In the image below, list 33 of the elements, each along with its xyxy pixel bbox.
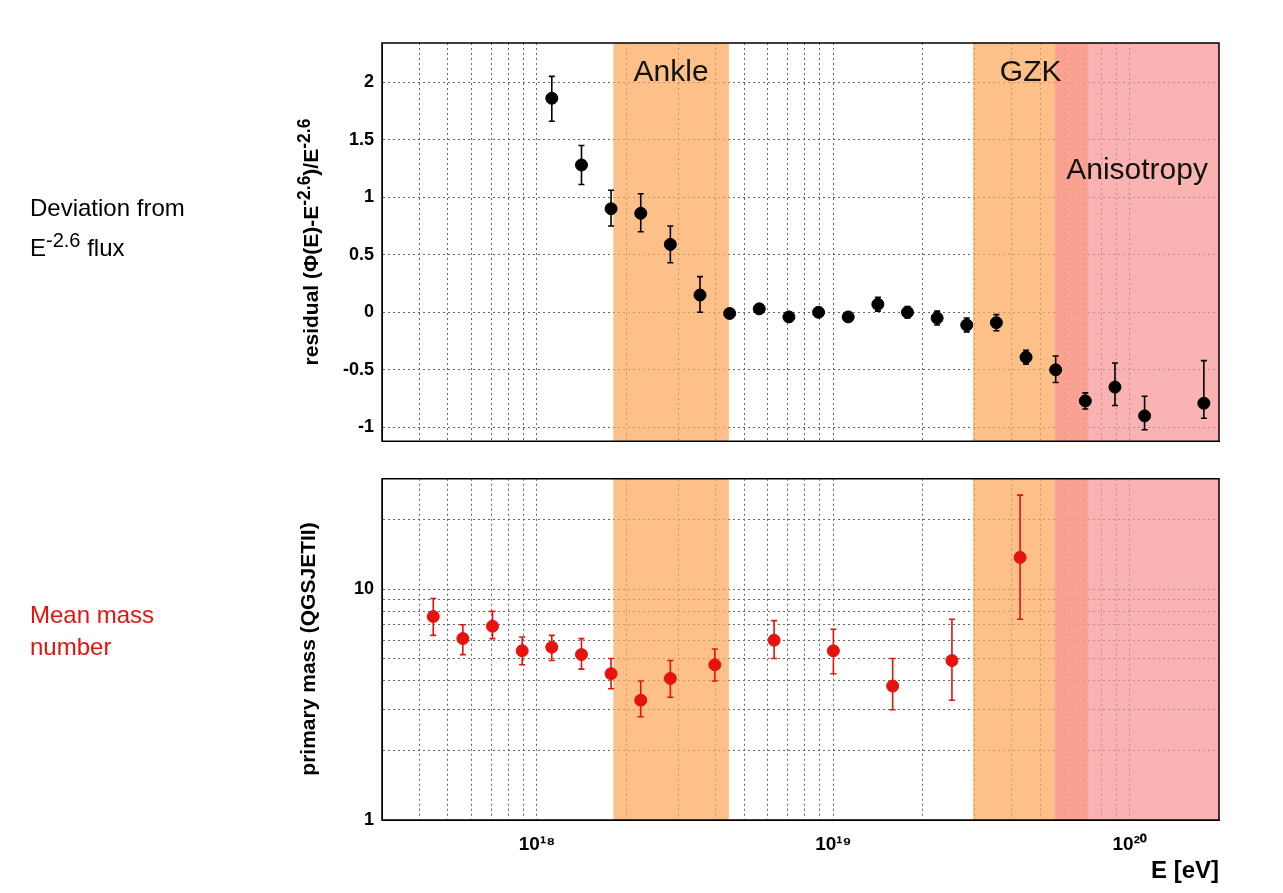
y-tick-label: 1 xyxy=(363,808,374,829)
point xyxy=(723,306,737,320)
point xyxy=(545,91,559,105)
point xyxy=(752,302,766,316)
point xyxy=(574,158,588,172)
y-tick-label: 1.5 xyxy=(348,128,374,149)
x-tick-label: 10²⁰ xyxy=(1112,833,1148,854)
point xyxy=(693,288,707,302)
y-axis-title: primary mass (QGSJETII) xyxy=(296,522,320,777)
point xyxy=(634,206,648,220)
point xyxy=(812,305,826,319)
y-tick-label: -0.5 xyxy=(342,358,374,379)
point xyxy=(1138,409,1152,423)
y-tick-label: -1 xyxy=(357,416,374,437)
point xyxy=(1049,363,1063,377)
band-label: Ankle xyxy=(633,54,709,88)
x-tick-label: 10¹⁸ xyxy=(518,833,556,854)
point xyxy=(782,310,796,324)
text: Mean mass number xyxy=(30,600,156,663)
y-tick-label: 10 xyxy=(353,577,374,598)
x-axis-title: E [eV] xyxy=(1150,856,1219,884)
band-label: Anisotropy xyxy=(1066,152,1208,186)
point xyxy=(663,237,677,251)
point xyxy=(841,310,855,324)
y-tick-label: 2 xyxy=(363,71,374,92)
band-label: GZK xyxy=(999,54,1062,88)
y-tick-label: 0.5 xyxy=(348,243,374,264)
point xyxy=(604,202,618,216)
point xyxy=(1108,380,1122,394)
y-tick-label: 0 xyxy=(363,301,374,322)
x-tick-label: 10¹⁹ xyxy=(815,833,852,854)
text: Deviation from E$^{-2.6}$ flux xyxy=(30,193,186,264)
y-tick-label: 1 xyxy=(363,186,374,207)
